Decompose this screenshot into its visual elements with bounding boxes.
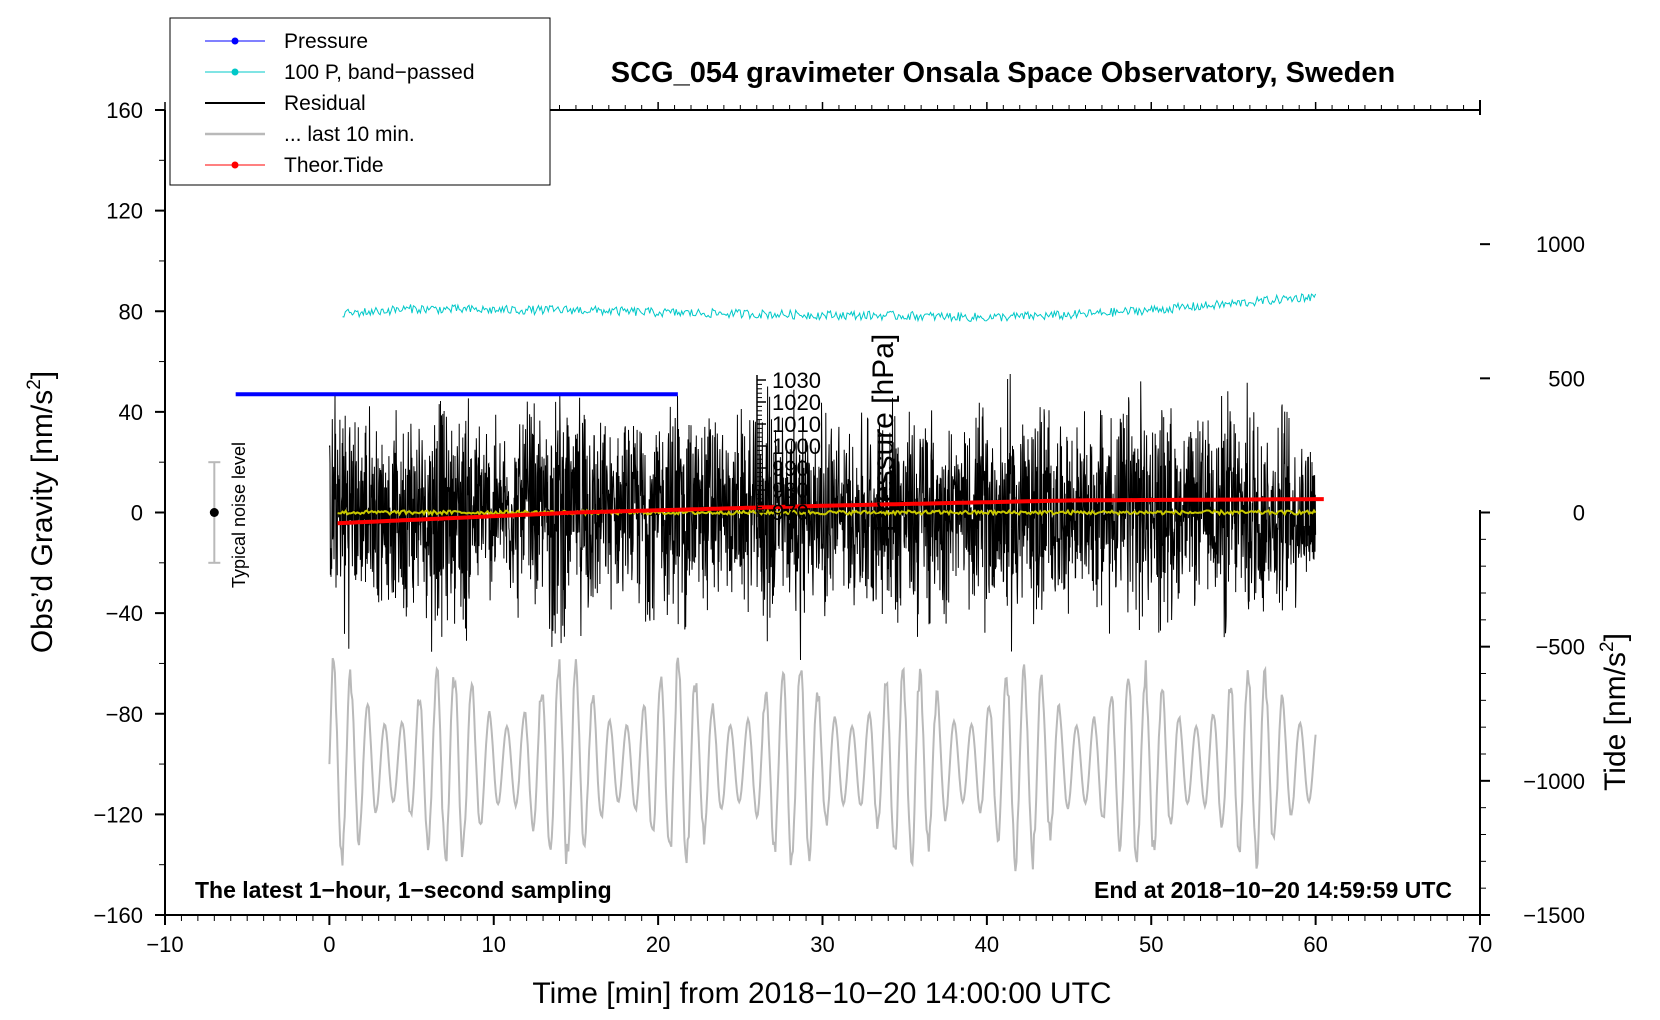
band-passed-line (342, 293, 1317, 323)
pressure-tick-label: 990 (772, 456, 809, 481)
x-tick-label: 40 (975, 932, 999, 957)
pressure-tick-label: 1020 (772, 390, 821, 415)
tide-ticks: 1000 500 0 −500 −1000 −1500 (1480, 232, 1585, 928)
y-axis-label-right: Tide [nm/s2] (1597, 633, 1632, 791)
y-label-left-close: ] (26, 371, 59, 379)
y-label-left-main: Obs’d Gravity [nm/s (26, 390, 59, 653)
residual-line (328, 373, 1317, 661)
y-label-right-superscript: 2 (1597, 641, 1618, 652)
annotation-left: The latest 1−hour, 1−second sampling (195, 877, 612, 903)
y-label-left-superscript: 2 (24, 379, 45, 390)
noise-mean-series (337, 508, 1317, 517)
x-tick-label: 10 (482, 932, 506, 957)
legend-swatch-dot (231, 37, 239, 45)
tide-tick-label: −500 (1535, 635, 1585, 660)
x-ticks: −10 0 10 20 30 40 50 60 70 (146, 102, 1492, 957)
legend-label: Residual (284, 92, 366, 115)
tide-tick-label: 500 (1548, 366, 1585, 391)
x-tick-label: 20 (646, 932, 670, 957)
legend-items: Pressure 100 P, band−passed Residual ... la… (205, 30, 475, 177)
x-tick-label: −10 (146, 932, 183, 957)
y-tick-label: 160 (106, 98, 143, 123)
theoretical-tide-series (337, 497, 1324, 526)
legend-swatch-dot (231, 68, 239, 76)
noise-errorbar-dot (209, 508, 219, 517)
annotation-right: End at 2018−10−20 14:59:59 UTC (1094, 877, 1452, 903)
tide-tick-label: −1000 (1523, 769, 1585, 794)
y-tick-label: 120 (106, 199, 143, 224)
x-tick-label: 60 (1303, 932, 1327, 957)
x-tick-label: 70 (1468, 932, 1492, 957)
pressure-tick-label: 980 (772, 478, 809, 503)
y-tick-label: 0 (131, 501, 143, 526)
x-tick-label: 0 (323, 932, 335, 957)
band-passed-pressure-series (342, 293, 1317, 323)
last-ten-minutes-series (328, 657, 1317, 872)
y-tick-label: 40 (119, 400, 143, 425)
y-tick-label: −80 (106, 702, 143, 727)
tide-tick-label: 0 (1573, 501, 1585, 526)
y-label-right-close: ] (1599, 633, 1632, 641)
y-tick-label: −160 (93, 903, 143, 928)
last-ten-minutes-line (328, 657, 1317, 872)
legend-label: Pressure (284, 30, 368, 53)
y-tick-label: −40 (106, 601, 143, 626)
tide-tick-label: 1000 (1536, 232, 1585, 257)
noise-level-errorbar: Typical noise level (208, 442, 249, 588)
legend-label: 100 P, band−passed (284, 61, 475, 84)
tide-tick-label: −1500 (1523, 903, 1585, 928)
legend-label: ... last 10 min. (284, 123, 415, 146)
y-axis-label-left: Obs’d Gravity [nm/s2] (24, 371, 59, 653)
noise-mean-line (337, 508, 1317, 517)
pressure-axis-label: Pressure [hPa] (867, 334, 900, 532)
pressure-tick-label: 970 (772, 500, 809, 525)
pressure-tick-label: 1000 (772, 434, 821, 459)
legend-box (169, 17, 551, 186)
x-axis-label: Time [min] from 2018−10−20 14:00:00 UTC (532, 977, 1111, 1010)
tide-line (337, 497, 1324, 526)
pressure-tick-label: 1030 (772, 368, 821, 393)
residual-series (328, 373, 1317, 661)
legend-swatch-dot (231, 161, 239, 169)
x-tick-label: 50 (1139, 932, 1163, 957)
noise-level-label: Typical noise level (229, 442, 249, 588)
y-ticks: 160 120 80 40 0 −40 −80 −120 −160 (93, 98, 165, 928)
y-label-right-main: Tide [nm/s (1599, 652, 1632, 791)
pressure-tick-label: 1010 (772, 412, 821, 437)
legend-label: Theor.Tide (284, 154, 384, 177)
y-tick-label: 80 (119, 299, 143, 324)
y-tick-label: −120 (93, 802, 143, 827)
chart-title: SCG_054 gravimeter Onsala Space Observat… (611, 57, 1395, 89)
x-tick-label: 30 (810, 932, 834, 957)
legend: Pressure 100 P, band−passed Residual ... la… (169, 17, 551, 186)
